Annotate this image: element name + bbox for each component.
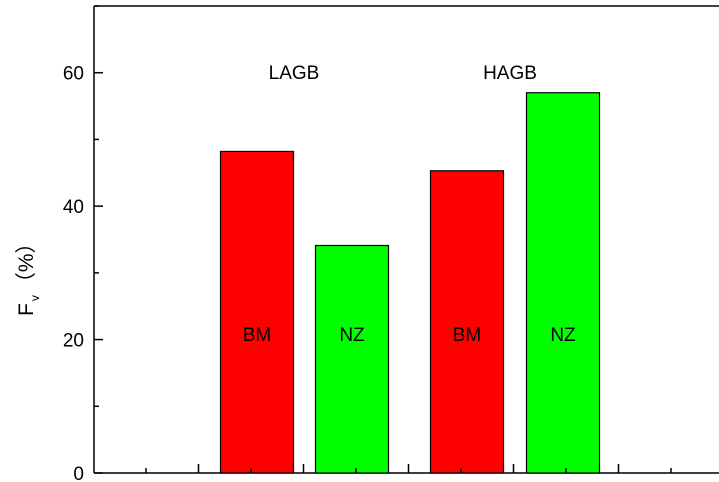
- y-axis-label: Fv （%）: [15, 232, 42, 316]
- group-label-hagb: HAGB: [483, 63, 537, 84]
- y-tick-label: 20: [63, 331, 84, 352]
- plot-frame: [93, 5, 719, 474]
- group-label-lagb: LAGB: [269, 63, 320, 84]
- bar-lagb-bm: [219, 150, 295, 474]
- group-labels-layer: LAGB HAGB: [269, 63, 537, 84]
- y-axis-ticks: 0 20 40 60: [63, 5, 103, 482]
- y-axis-label-main: F: [15, 303, 38, 316]
- y-axis-label-unit: （%）: [15, 232, 38, 293]
- y-axis-label-subscript: v: [28, 295, 42, 301]
- y-axis-label-text: Fv （%）: [15, 232, 42, 316]
- bar-lagb-nz: [314, 244, 390, 474]
- bar-labels-layer: BM NZ BM NZ: [243, 325, 576, 346]
- bar-label-hagb-nz: NZ: [550, 325, 576, 346]
- bar-label-hagb-bm: BM: [453, 325, 482, 346]
- bar-hagb-bm: [429, 170, 505, 474]
- bars-layer: [219, 92, 601, 474]
- bar-hagb-nz: [525, 92, 601, 474]
- bar-label-lagb-bm: BM: [243, 325, 272, 346]
- y-tick-label: 40: [63, 197, 84, 218]
- x-axis-ticks: [145, 464, 672, 473]
- y-tick-label: 0: [73, 464, 84, 482]
- bar-label-lagb-nz: NZ: [339, 325, 365, 346]
- y-tick-label: 60: [63, 64, 84, 85]
